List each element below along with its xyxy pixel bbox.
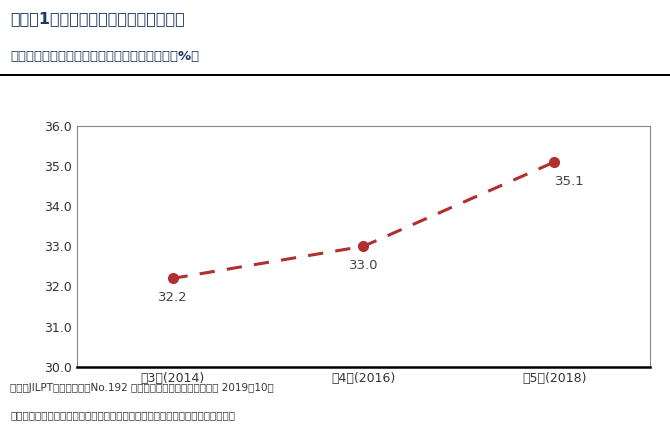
- Text: 図　第１子出産後の母親の就業継続率の推移（%）: 図 第１子出産後の母親の就業継続率の推移（%）: [10, 50, 199, 63]
- Text: 出典：JILPT調査シリーズNo.192 『第５回子育て世帯全国調査』 2019年10月: 出典：JILPT調査シリーズNo.192 『第５回子育て世帯全国調査』 2019…: [10, 383, 274, 393]
- Text: シート1　育児期の職業中断が今も主流: シート1 育児期の職業中断が今も主流: [10, 11, 185, 26]
- Text: 35.1: 35.1: [555, 175, 584, 188]
- Text: 注：ふたり親世帯の母親（妊娠前から無職、不詳等を含む）に関する集計結果。: 注：ふたり親世帯の母親（妊娠前から無職、不詳等を含む）に関する集計結果。: [10, 410, 235, 420]
- Text: 32.2: 32.2: [157, 291, 188, 304]
- Text: 33.0: 33.0: [348, 259, 379, 272]
